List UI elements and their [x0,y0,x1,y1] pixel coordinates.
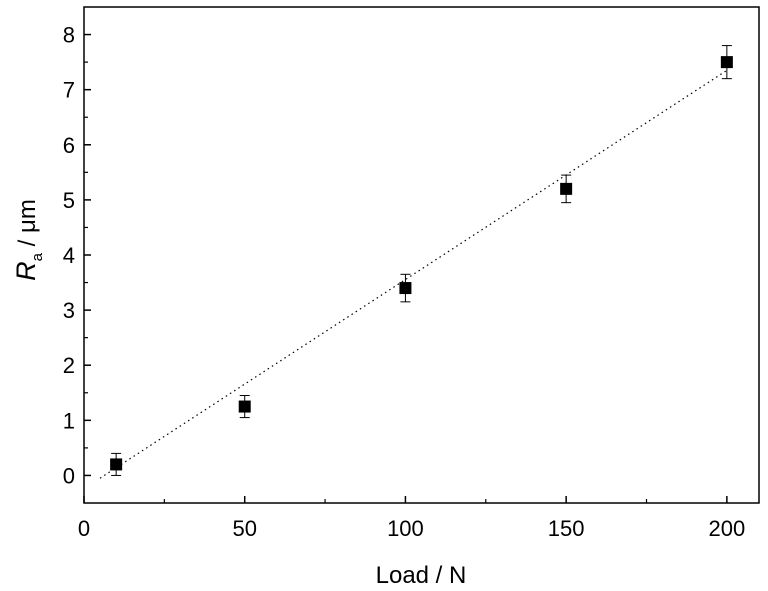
plot-area: 0 50 100 150 200 0 1 2 3 4 5 6 7 8 [63,6,760,541]
data-point [238,400,251,413]
data-point [720,56,733,69]
y-axis-unit: / μm [14,199,41,253]
x-tick-label: 200 [708,516,745,541]
x-axis-title: Load / N [376,562,467,589]
y-tick-label: 5 [63,188,75,213]
y-tick-label: 6 [63,133,75,158]
y-axis-title: Ra / μm [11,199,46,281]
x-tick-label: 150 [548,516,585,541]
fit-line [99,69,728,479]
data-point [110,458,123,471]
x-tick-label: 100 [387,516,424,541]
data-point [560,182,573,195]
x-tick-label: 0 [78,516,90,541]
y-tick-label: 7 [63,78,75,103]
y-tick-label: 0 [63,463,75,488]
x-tick-label: 50 [232,516,256,541]
y-axis-subscript: a [29,252,46,261]
y-tick-label: 2 [63,353,75,378]
y-tick-label: 8 [63,23,75,48]
y-tick-label: 4 [63,243,75,268]
plot-frame [83,6,760,504]
y-tick-label: 3 [63,298,75,323]
data-point [399,282,412,295]
y-axis-symbol: R [11,261,41,281]
y-tick-label: 1 [63,408,75,433]
